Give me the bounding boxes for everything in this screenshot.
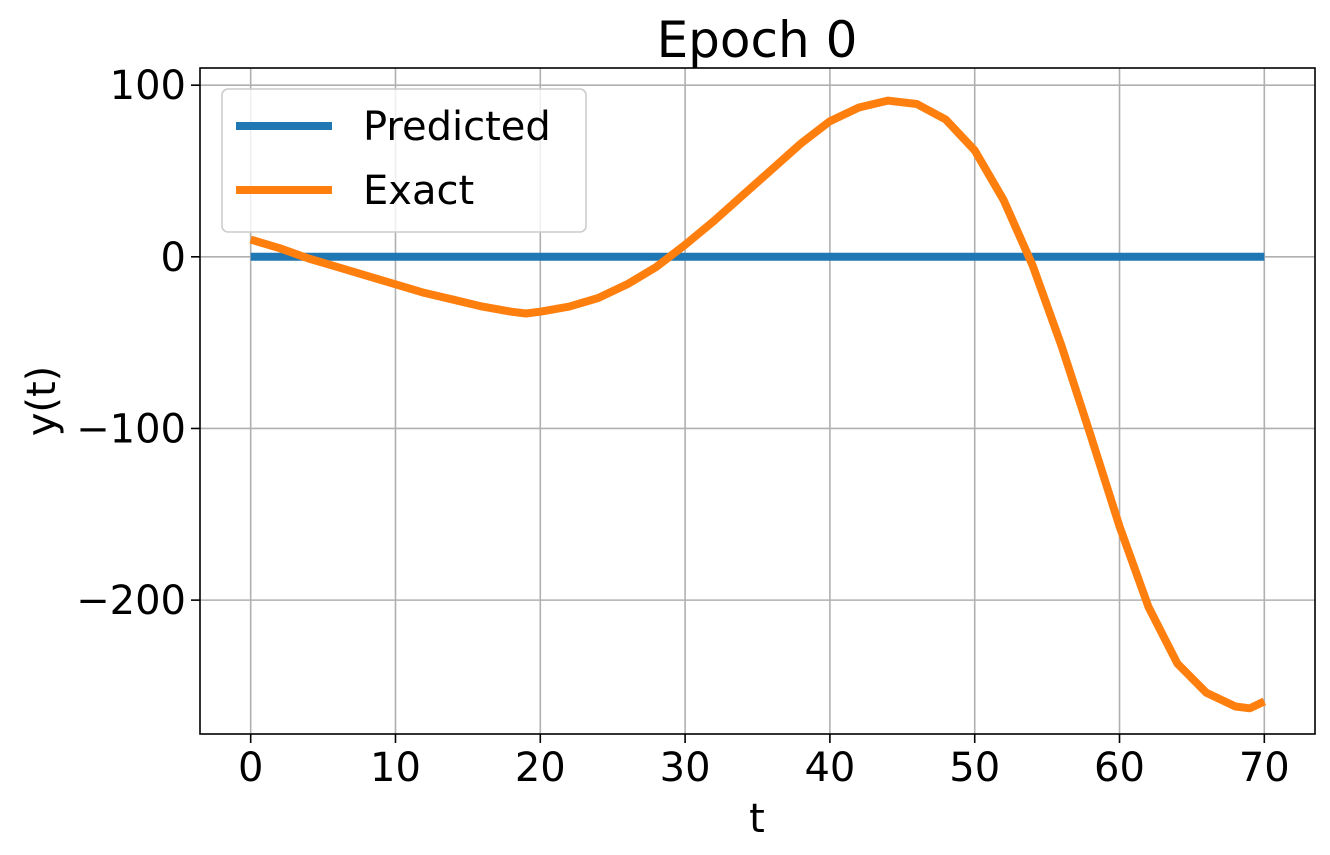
x-axis-label: t <box>749 796 765 842</box>
y-tick-label: 100 <box>110 63 186 109</box>
chart-title: Epoch 0 <box>657 11 858 69</box>
x-tick-label: 0 <box>238 745 263 791</box>
legend-label-predicted: Predicted <box>363 104 551 150</box>
x-tick-label: 20 <box>515 745 566 791</box>
axes-frame <box>199 67 1316 735</box>
x-tick-label: 60 <box>1094 745 1145 791</box>
x-tick-label: 10 <box>370 745 421 791</box>
x-tick-label: 40 <box>804 745 855 791</box>
axis-ticks: 0 10 20 30 40 50 60 70 100 0 −100 −200 <box>76 63 1290 791</box>
x-tick-label: 30 <box>660 745 711 791</box>
y-tick-label: 0 <box>161 235 186 281</box>
y-axis-label: y(t) <box>19 366 65 437</box>
plot-series <box>249 96 1267 713</box>
y-tick-label: −200 <box>76 578 186 624</box>
legend: Predicted Exact <box>221 88 587 233</box>
x-tick-label: 50 <box>949 745 1000 791</box>
x-tick-label: 70 <box>1239 745 1290 791</box>
y-tick-label: −100 <box>76 406 186 452</box>
legend-label-exact: Exact <box>363 168 474 214</box>
series-line-exact <box>249 96 1267 713</box>
